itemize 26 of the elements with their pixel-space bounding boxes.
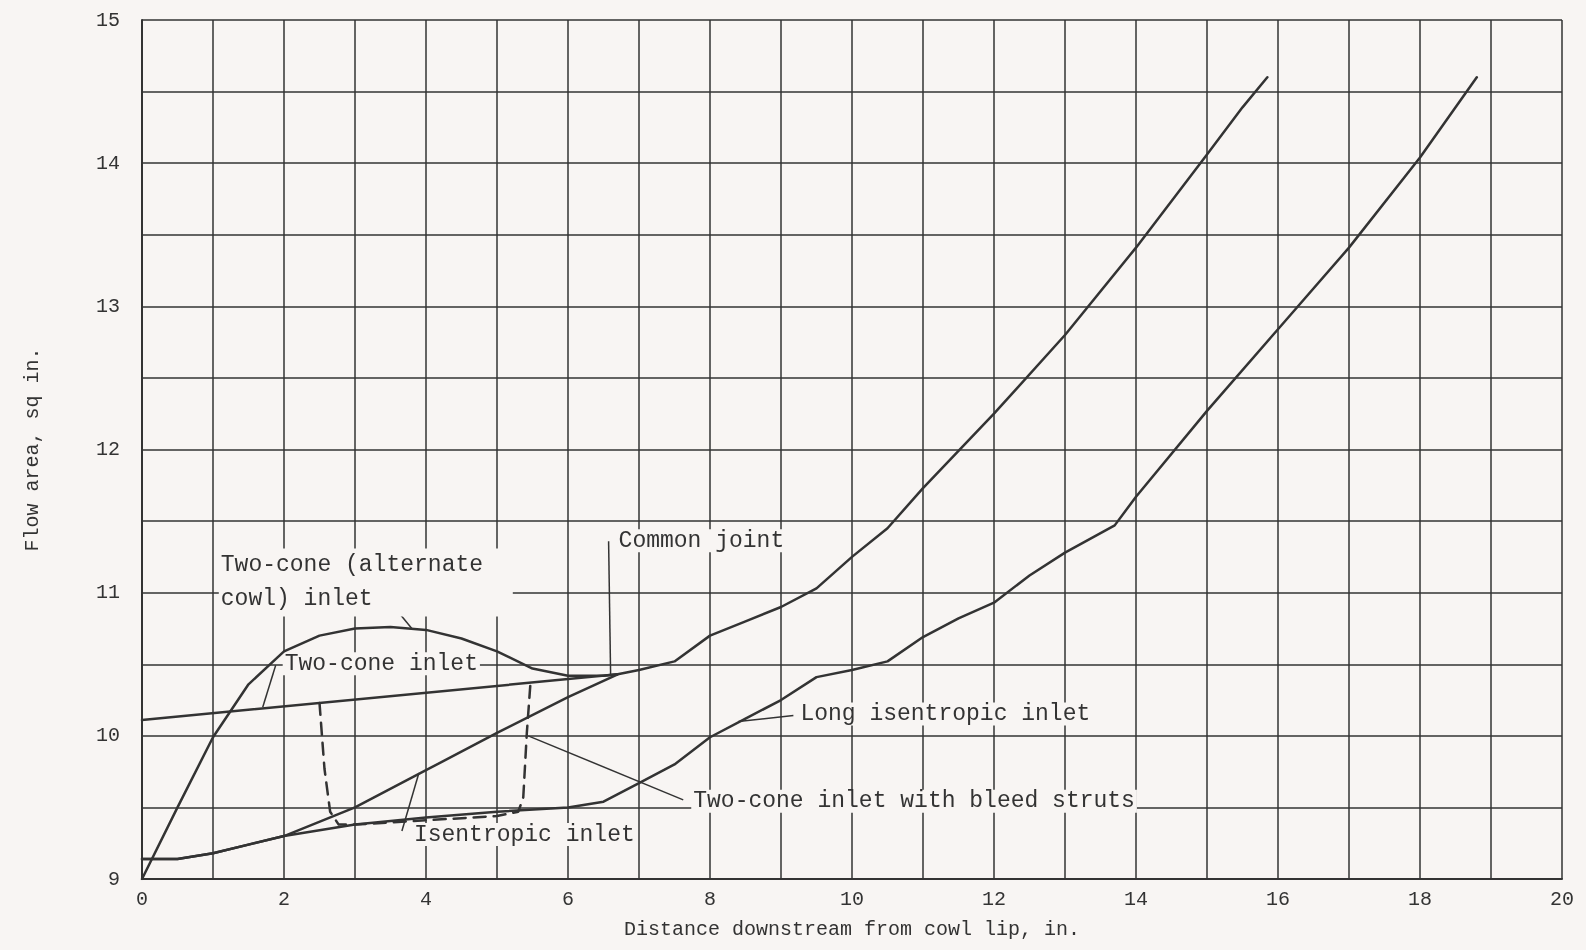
annotation: Two-cone inlet (284, 650, 478, 677)
x-tick-label: 6 (561, 887, 575, 911)
y-tick-label: 10 (95, 724, 120, 748)
x-tick-label: 10 (839, 887, 865, 911)
y-tick-label: 13 (95, 294, 120, 318)
annotation: Common joint (618, 527, 785, 554)
y-tick-label: 11 (95, 581, 120, 605)
x-tick-label: 12 (981, 887, 1007, 911)
y-tick-label: 15 (95, 8, 120, 32)
x-tick-label: 14 (1123, 887, 1149, 911)
x-axis-title: Distance downstream from cowl lip, in. (623, 917, 1081, 941)
x-tick-label: 2 (277, 887, 291, 911)
x-tick-label: 20 (1549, 887, 1575, 911)
x-tick-label: 18 (1407, 887, 1433, 911)
x-tick-label: 4 (419, 887, 433, 911)
annotation: Isentropic inlet (413, 821, 635, 848)
annotation: Two-cone (alternate cowl) inlet (220, 552, 497, 613)
y-axis-title: Flow area, sq in. (20, 347, 44, 552)
x-tick-label: 8 (703, 887, 717, 911)
annotation: Two-cone inlet with bleed struts (693, 788, 1135, 815)
y-tick-label: 12 (95, 438, 120, 461)
y-tick-label: 14 (95, 151, 120, 175)
x-tick-label: 16 (1265, 887, 1291, 911)
annotation: Long isentropic inlet (800, 701, 1091, 728)
y-tick-label: 9 (107, 867, 120, 891)
x-tick-label: 0 (135, 887, 149, 911)
